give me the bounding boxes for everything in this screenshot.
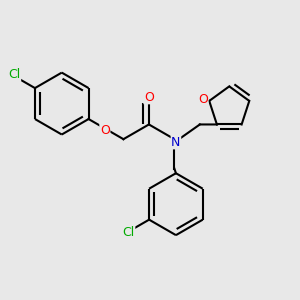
Text: Cl: Cl bbox=[8, 68, 21, 81]
Text: O: O bbox=[198, 93, 208, 106]
Text: Cl: Cl bbox=[122, 226, 135, 239]
Text: O: O bbox=[144, 91, 154, 104]
Text: O: O bbox=[100, 124, 110, 136]
Text: N: N bbox=[171, 136, 181, 149]
